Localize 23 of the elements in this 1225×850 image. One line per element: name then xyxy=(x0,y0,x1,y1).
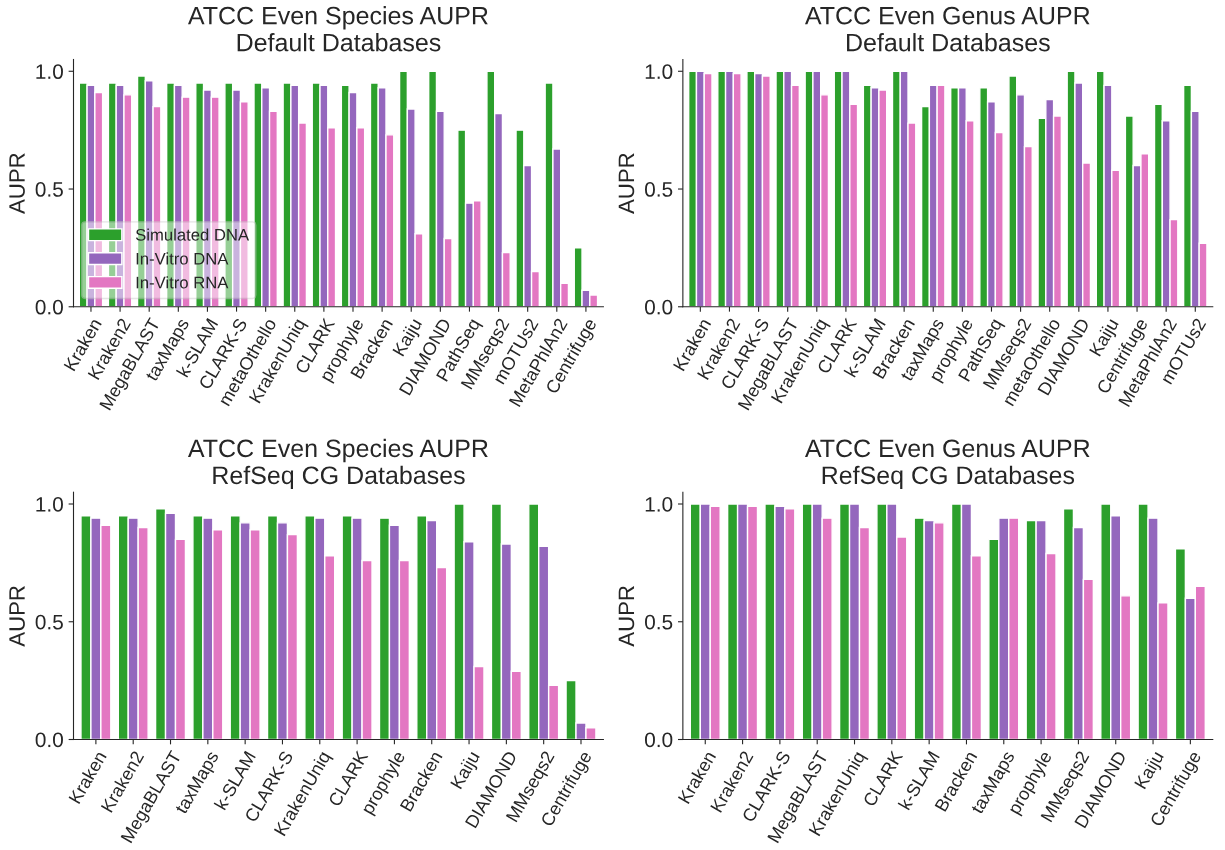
y-axis-title: AUPR xyxy=(9,153,25,214)
legend-label: Simulated DNA xyxy=(135,228,250,241)
legend-label: In-Vitro DNA xyxy=(136,252,229,265)
y-tick-label: 1.0 xyxy=(645,64,673,80)
y-tick-label: 1.0 xyxy=(645,497,673,512)
y-tick-label: 0.5 xyxy=(645,182,673,197)
y-tick-label: 0.5 xyxy=(35,182,63,197)
chart-title: ATCC Even Species AUPR Default Databases xyxy=(187,6,488,52)
chart-title: ATCC Even Species AUPR RefSeq CG Databases xyxy=(187,438,488,490)
y-tick-label: 0.5 xyxy=(645,614,673,630)
chart-title: ATCC Even Genus AUPR RefSeq CG Databases xyxy=(804,439,1090,490)
chart-title: ATCC Even Genus AUPR Default Databases xyxy=(804,6,1090,52)
y-tick-label: 0.0 xyxy=(35,299,63,315)
y-tick-label: 1.0 xyxy=(36,64,63,80)
y-tick-label: 0.0 xyxy=(645,732,673,748)
legend-label: In-Vitro RNA xyxy=(136,276,229,289)
y-tick-label: 0.0 xyxy=(645,299,673,315)
y-tick-label: 1.0 xyxy=(36,497,63,512)
y-axis-title: AUPR xyxy=(618,153,635,214)
y-tick-label: 0.5 xyxy=(35,614,63,630)
y-tick-label: 0.0 xyxy=(35,732,63,748)
y-axis-title: AUPR xyxy=(618,586,635,647)
y-axis-title: AUPR xyxy=(9,586,25,647)
